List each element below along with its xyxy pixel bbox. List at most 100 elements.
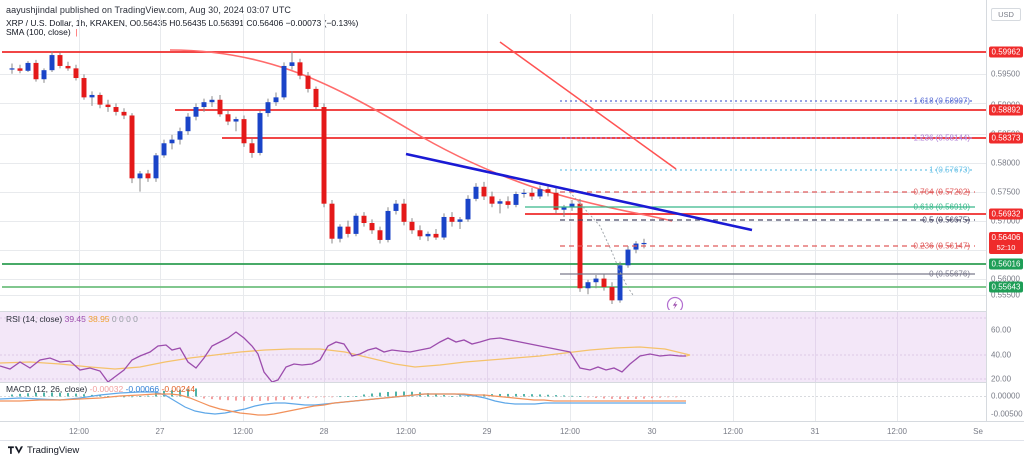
candle-body[interactable]	[473, 186, 479, 199]
candle-body[interactable]	[297, 62, 303, 76]
candle-body[interactable]	[177, 131, 183, 140]
candle-body[interactable]	[505, 201, 511, 205]
price-level-badge[interactable]: 0.59962	[989, 46, 1023, 58]
candle-body[interactable]	[441, 216, 447, 238]
candle-body[interactable]	[385, 210, 391, 240]
candle-body[interactable]	[345, 226, 351, 234]
price-level-badge[interactable]: 0.58373	[989, 132, 1023, 144]
price-pane[interactable]	[0, 14, 986, 310]
candle-body[interactable]	[81, 78, 87, 98]
candle-body[interactable]	[361, 215, 367, 224]
candle-body[interactable]	[233, 119, 239, 122]
candle-body[interactable]	[585, 282, 591, 289]
candle-body[interactable]	[513, 194, 519, 205]
candle-body[interactable]	[313, 88, 319, 108]
candle-body[interactable]	[209, 99, 215, 103]
candle-body[interactable]	[617, 265, 623, 301]
candle-body[interactable]	[273, 97, 279, 103]
candle-body[interactable]	[401, 203, 407, 222]
candle-body[interactable]	[353, 215, 359, 234]
candle-body[interactable]	[425, 233, 431, 237]
candle-body[interactable]	[497, 201, 503, 204]
candle-body[interactable]	[545, 189, 551, 193]
candle-body[interactable]	[57, 55, 63, 66]
candle-body[interactable]	[169, 139, 175, 144]
candle-body[interactable]	[337, 226, 343, 239]
candle-body[interactable]	[377, 230, 383, 240]
candle-body[interactable]	[281, 65, 287, 98]
candle-body[interactable]	[33, 62, 39, 80]
lightning-badge[interactable]	[666, 296, 684, 311]
candle-body[interactable]	[481, 186, 487, 197]
fib-level-label: 0.5 (0.56675)	[922, 215, 970, 225]
last-price-badge[interactable]: 0.56406 52:10	[989, 232, 1023, 254]
fibonacci-levels[interactable]	[525, 100, 975, 275]
candle-body[interactable]	[561, 207, 567, 210]
price-level-badge[interactable]: 0.56932	[989, 208, 1023, 220]
candle-body[interactable]	[465, 198, 471, 220]
candle-body[interactable]	[489, 196, 495, 204]
candle-body[interactable]	[49, 55, 55, 71]
downtrend-line[interactable]	[405, 152, 753, 232]
candle-body[interactable]	[553, 192, 559, 210]
candle-body[interactable]	[569, 203, 575, 208]
candle-body[interactable]	[241, 119, 247, 144]
candle-body[interactable]	[433, 233, 439, 238]
candle-body[interactable]	[129, 115, 135, 179]
candle-body[interactable]	[17, 68, 23, 71]
candlestick-series[interactable]	[9, 51, 647, 304]
candle-body[interactable]	[9, 68, 15, 70]
time-axis[interactable]: 12:00 27 12:00 28 12:00 29 12:00 30 12:00 31 12:00…	[0, 421, 1024, 440]
candle-body[interactable]	[121, 111, 127, 116]
tradingview-logo[interactable]: TradingView	[8, 445, 79, 456]
candle-body[interactable]	[105, 104, 111, 108]
candle-body[interactable]	[369, 223, 375, 231]
descending-resistance-ray[interactable]	[499, 41, 677, 170]
price-level-badge[interactable]: 0.55643	[989, 281, 1023, 293]
candle-body[interactable]	[321, 107, 327, 204]
candle-body[interactable]	[145, 173, 151, 179]
candle-body[interactable]	[609, 287, 615, 301]
candle-body[interactable]	[97, 94, 103, 105]
candle-body[interactable]	[73, 68, 79, 79]
candle-body[interactable]	[161, 143, 167, 156]
candle-body[interactable]	[449, 216, 455, 222]
candle-body[interactable]	[625, 249, 631, 266]
candle-body[interactable]	[409, 221, 415, 231]
candle-body[interactable]	[25, 62, 31, 71]
candle-body[interactable]	[193, 107, 199, 117]
candle-body[interactable]	[201, 102, 207, 108]
candle-body[interactable]	[113, 107, 119, 112]
candle-body[interactable]	[41, 70, 47, 80]
candle-body[interactable]	[217, 99, 223, 115]
candle-body[interactable]	[537, 189, 543, 197]
candle-body[interactable]	[329, 203, 335, 239]
candle-body[interactable]	[225, 114, 231, 122]
candle-body[interactable]	[153, 155, 159, 179]
macd-histogram-bar	[43, 392, 45, 397]
candle-body[interactable]	[249, 143, 255, 153]
candle-body[interactable]	[593, 278, 599, 283]
candle-body[interactable]	[417, 230, 423, 237]
candle-body[interactable]	[601, 278, 607, 288]
candle-body[interactable]	[289, 62, 295, 66]
candle-body[interactable]	[457, 219, 463, 222]
candle-body[interactable]	[393, 203, 399, 211]
macd-histogram-bar	[547, 394, 549, 397]
price-level-badge[interactable]: 0.56016	[989, 258, 1023, 270]
candle-body[interactable]	[265, 102, 271, 114]
macd-pane[interactable]: MACD (12, 26, close) -0.00032 -0.00066 -…	[0, 383, 986, 421]
candle-body[interactable]	[529, 192, 535, 197]
candle-body[interactable]	[137, 173, 143, 179]
rsi-pane[interactable]: RSI (14, close) 39.45 38.95 0 0 0 0	[0, 312, 986, 382]
price-tick-label: 0.57500	[991, 187, 1020, 197]
candle-body[interactable]	[521, 192, 527, 195]
candle-body[interactable]	[257, 113, 263, 153]
candle-body[interactable]	[185, 116, 191, 132]
price-axis[interactable]: USD 0.595000.590000.585000.580000.575000…	[986, 0, 1024, 421]
candle-body[interactable]	[641, 242, 647, 245]
candle-body[interactable]	[65, 65, 71, 69]
price-level-badge[interactable]: 0.58892	[989, 104, 1023, 116]
candle-body[interactable]	[305, 75, 311, 89]
candle-body[interactable]	[89, 94, 95, 98]
